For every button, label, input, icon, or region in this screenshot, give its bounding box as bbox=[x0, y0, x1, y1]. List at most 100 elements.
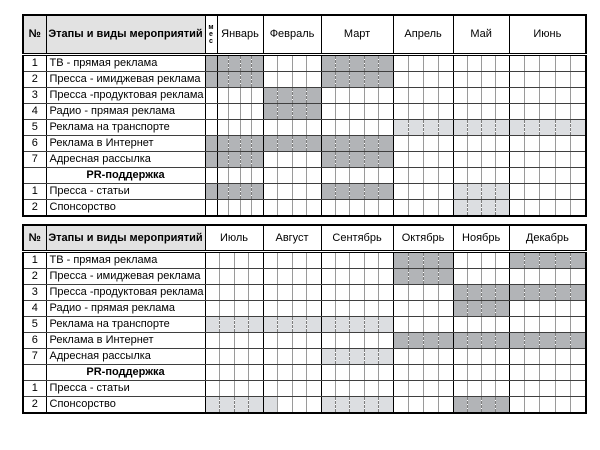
week-cell bbox=[508, 251, 525, 269]
week-cell bbox=[306, 268, 322, 285]
week-cell bbox=[452, 134, 468, 152]
week-cell bbox=[494, 316, 510, 333]
week-cell bbox=[554, 300, 571, 317]
week-cell bbox=[422, 300, 439, 317]
week-cell bbox=[349, 70, 365, 88]
week-cell bbox=[334, 332, 350, 349]
week-cell bbox=[407, 300, 424, 317]
week-cell bbox=[204, 251, 220, 269]
week-cell bbox=[349, 166, 365, 184]
week-cell bbox=[392, 300, 409, 317]
week-cell bbox=[277, 380, 293, 397]
week-cell bbox=[251, 70, 264, 88]
week-cell bbox=[363, 284, 379, 301]
week-cell bbox=[508, 166, 525, 184]
week-cell bbox=[392, 364, 409, 381]
week-cell bbox=[554, 268, 571, 285]
week-cell bbox=[291, 150, 307, 168]
week-cell bbox=[570, 166, 587, 184]
week-cell bbox=[452, 118, 468, 136]
week-cell bbox=[437, 118, 454, 136]
week-cell bbox=[452, 348, 468, 365]
week-cell bbox=[452, 300, 468, 317]
week-cell bbox=[306, 118, 322, 136]
week-cell bbox=[422, 118, 439, 136]
week-cell bbox=[392, 150, 409, 168]
week-cell bbox=[554, 166, 571, 184]
week-cell bbox=[554, 251, 571, 269]
week-cell bbox=[277, 332, 293, 349]
week-cell bbox=[480, 316, 496, 333]
row-number-cell bbox=[22, 166, 47, 184]
week-cell bbox=[233, 300, 249, 317]
week-cell bbox=[539, 70, 556, 88]
week-cell bbox=[239, 86, 252, 104]
week-cell bbox=[554, 380, 571, 397]
week-cell bbox=[437, 268, 454, 285]
week-cell bbox=[277, 134, 293, 152]
table-row: 6 Реклама в Интернет bbox=[22, 332, 587, 349]
week-cell bbox=[277, 102, 293, 120]
week-cell bbox=[262, 284, 278, 301]
row-number-cell: 7 bbox=[22, 348, 47, 365]
week-cell bbox=[219, 316, 234, 333]
week-cell bbox=[494, 348, 510, 365]
week-cell bbox=[494, 86, 510, 104]
activity-label-cell: Адресная рассылка bbox=[46, 150, 206, 168]
week-cell bbox=[228, 70, 240, 88]
week-cell bbox=[437, 251, 454, 269]
week-cell bbox=[466, 268, 482, 285]
week-cell bbox=[437, 364, 454, 381]
week-cell bbox=[554, 198, 571, 216]
week-cell bbox=[334, 284, 350, 301]
week-cell bbox=[262, 268, 278, 285]
week-cell bbox=[539, 396, 556, 414]
week-cell bbox=[320, 118, 336, 136]
week-cell bbox=[539, 53, 556, 72]
activity-label-cell: Спонсорство bbox=[46, 396, 206, 414]
week-cell bbox=[251, 150, 264, 168]
week-cell bbox=[452, 182, 468, 200]
week-cell bbox=[480, 251, 496, 269]
week-cell bbox=[320, 348, 336, 365]
activity-label-cell: Пресса -продуктовая реклама bbox=[46, 86, 206, 104]
month-header: Май bbox=[452, 14, 510, 56]
week-cell bbox=[508, 284, 525, 301]
week-cell bbox=[349, 380, 365, 397]
week-cell bbox=[554, 348, 571, 365]
week-cell bbox=[508, 396, 525, 414]
week-cell bbox=[392, 268, 409, 285]
week-cell bbox=[349, 284, 365, 301]
week-cell bbox=[239, 102, 252, 120]
week-cell bbox=[363, 134, 379, 152]
week-cell bbox=[437, 348, 454, 365]
week-cell bbox=[570, 316, 587, 333]
table-row: 1 ТВ - прямая реклама bbox=[22, 251, 587, 269]
week-cell bbox=[554, 53, 571, 72]
week-cell bbox=[523, 118, 540, 136]
week-cell bbox=[539, 198, 556, 216]
week-cell bbox=[539, 348, 556, 365]
week-cell bbox=[539, 102, 556, 120]
month-subcolumn-cell bbox=[204, 86, 217, 104]
week-cell bbox=[378, 118, 394, 136]
week-cell bbox=[494, 53, 510, 72]
week-cell bbox=[251, 118, 264, 136]
week-cell bbox=[480, 86, 496, 104]
week-cell bbox=[277, 284, 293, 301]
week-cell bbox=[407, 332, 424, 349]
week-cell bbox=[277, 53, 293, 72]
week-cell bbox=[320, 166, 336, 184]
week-cell bbox=[378, 166, 394, 184]
week-cell bbox=[392, 316, 409, 333]
activity-label-cell: Реклама в Интернет bbox=[46, 332, 206, 349]
week-cell bbox=[422, 86, 439, 104]
week-cell bbox=[228, 182, 240, 200]
activity-label-cell: Радио - прямая реклама bbox=[46, 300, 206, 317]
week-cell bbox=[291, 300, 307, 317]
week-cell bbox=[262, 182, 278, 200]
week-cell bbox=[466, 380, 482, 397]
week-cell bbox=[349, 102, 365, 120]
week-cell bbox=[204, 316, 220, 333]
week-cell bbox=[216, 134, 229, 152]
